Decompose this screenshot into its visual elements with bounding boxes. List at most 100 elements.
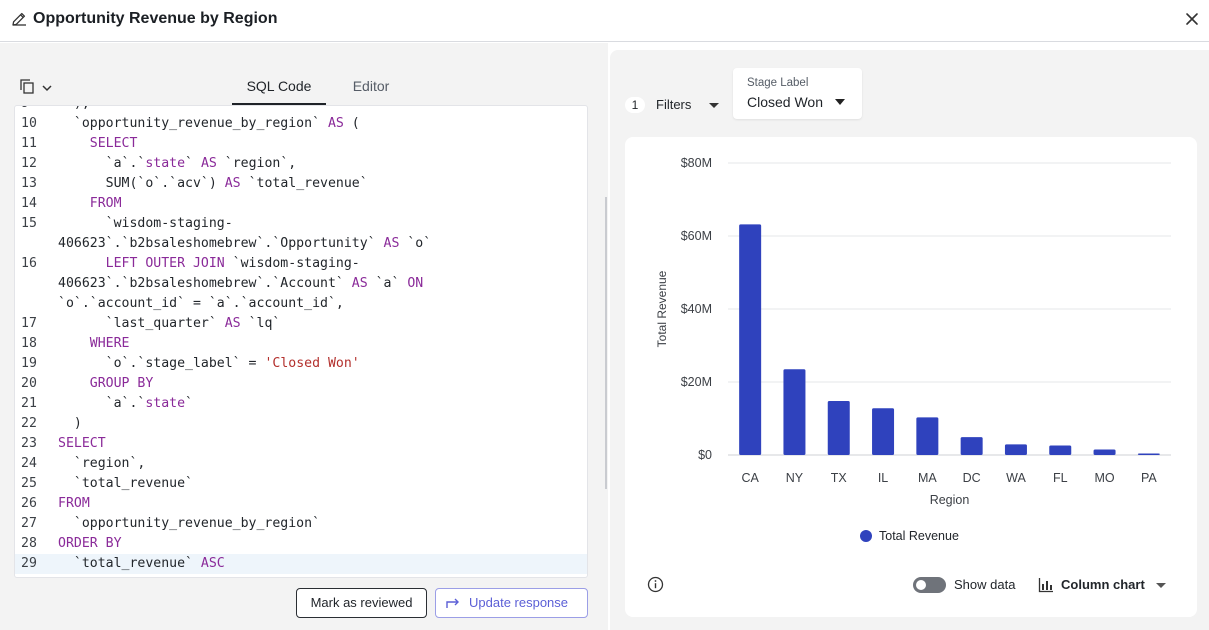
code-text: FROM bbox=[58, 496, 90, 511]
code-text: `total_revenue` ASC bbox=[58, 556, 225, 571]
bar[interactable] bbox=[739, 224, 762, 455]
code-text: `total_revenue` bbox=[58, 476, 193, 491]
bar[interactable] bbox=[827, 400, 850, 455]
copy-icon bbox=[20, 79, 34, 94]
chevron-down-icon bbox=[42, 85, 52, 92]
stage-label-caption: Stage Label bbox=[747, 77, 809, 89]
line-number: 25 bbox=[21, 476, 37, 491]
code-line[interactable]: 9 ), bbox=[15, 106, 587, 114]
show-data-toggle[interactable] bbox=[913, 577, 946, 593]
code-line[interactable]: 15 `wisdom-staging- bbox=[15, 214, 587, 234]
revenue-bar-chart: $0 $20M $40M $60M $80M CA NY TX IL MA DC WA FL MO PA Re… bbox=[655, 156, 1171, 507]
code-line[interactable]: 24 `region`, bbox=[15, 454, 587, 474]
code-text: `opportunity_revenue_by_region` bbox=[58, 516, 321, 531]
y-tick-label: $20M bbox=[681, 375, 712, 389]
code-text: WHERE bbox=[89, 336, 130, 351]
x-tick-label: IL bbox=[878, 471, 888, 485]
code-text: ORDER BY bbox=[58, 536, 122, 551]
x-tick-label: MA bbox=[918, 471, 937, 485]
bar[interactable] bbox=[1049, 445, 1072, 455]
code-text: GROUP BY bbox=[89, 376, 154, 391]
tab-sql-code[interactable]: SQL Code bbox=[232, 75, 326, 105]
dialog-header: Opportunity Revenue by Region bbox=[0, 0, 1209, 42]
line-number: 14 bbox=[21, 196, 37, 211]
x-tick-label: NY bbox=[786, 471, 804, 485]
line-number: 29 bbox=[21, 556, 37, 571]
x-tick-label: MO bbox=[1094, 471, 1114, 485]
code-line[interactable]: 406623`.`b2bsaleshomebrew`.`Opportunity`… bbox=[15, 234, 587, 254]
bar[interactable] bbox=[1004, 444, 1027, 455]
line-number: 11 bbox=[21, 136, 37, 151]
code-text: `opportunity_revenue_by_region` AS ( bbox=[58, 116, 360, 131]
code-line[interactable]: 26 FROM bbox=[15, 494, 587, 514]
code-line[interactable]: 12 `a`.`state` AS `region`, bbox=[15, 154, 587, 174]
code-line[interactable]: `o`.`account_id` = `a`.`account_id`, bbox=[15, 294, 587, 314]
code-line[interactable]: 406623`.`b2bsaleshomebrew`.`Account` AS … bbox=[15, 274, 587, 294]
code-text: `wisdom-staging- bbox=[58, 216, 233, 231]
y-axis-label: Total Revenue bbox=[655, 270, 669, 347]
code-line[interactable]: 25 `total_revenue` bbox=[15, 474, 587, 494]
code-line[interactable]: 28 ORDER BY bbox=[15, 534, 587, 554]
code-text: ) bbox=[58, 416, 82, 431]
caret-down-icon bbox=[1156, 583, 1166, 588]
code-line[interactable]: 13 SUM(`o`.`acv`) AS `total_revenue` bbox=[15, 174, 587, 194]
code-text: `o`.`stage_label` = 'Closed Won' bbox=[58, 356, 360, 371]
update-response-label: Update response bbox=[469, 595, 569, 610]
code-line[interactable]: 19 `o`.`stage_label` = 'Closed Won' bbox=[15, 354, 587, 374]
tab-editor[interactable]: Editor bbox=[352, 78, 390, 94]
code-line[interactable]: 14 FROM bbox=[15, 194, 587, 214]
code-line[interactable]: 20 GROUP BY bbox=[15, 374, 587, 394]
line-number: 12 bbox=[21, 156, 37, 171]
y-tick-label: $0 bbox=[698, 448, 712, 462]
line-number: 21 bbox=[21, 396, 37, 411]
code-text: `a`.`state` AS `region`, bbox=[58, 156, 297, 171]
bar[interactable] bbox=[1137, 453, 1160, 455]
code-text: `region`, bbox=[58, 456, 146, 471]
bar[interactable] bbox=[1093, 449, 1116, 455]
close-icon[interactable] bbox=[1184, 11, 1200, 27]
bar[interactable] bbox=[916, 417, 939, 455]
copy-dropdown-button[interactable] bbox=[20, 79, 56, 97]
code-line[interactable]: 16 LEFT OUTER JOIN `wisdom-staging- bbox=[15, 254, 587, 274]
code-text: 406623`.`b2bsaleshomebrew`.`Opportunity`… bbox=[58, 236, 432, 251]
sql-code-editor[interactable]: 9 ),10 `opportunity_revenue_by_region` A… bbox=[14, 105, 588, 578]
line-number: 26 bbox=[21, 496, 37, 511]
code-line[interactable]: 21 `a`.`state` bbox=[15, 394, 587, 414]
line-number: 23 bbox=[21, 436, 37, 451]
pencil-icon[interactable] bbox=[11, 11, 27, 27]
code-line[interactable]: 17 `last_quarter` AS `lq` bbox=[15, 314, 587, 334]
chart-card bbox=[625, 137, 1197, 617]
code-line[interactable]: 10 `opportunity_revenue_by_region` AS ( bbox=[15, 114, 587, 134]
line-number: 16 bbox=[21, 256, 37, 271]
update-response-button[interactable]: Update response bbox=[435, 588, 588, 618]
code-line[interactable]: 23 SELECT bbox=[15, 434, 587, 454]
mark-as-reviewed-button[interactable]: Mark as reviewed bbox=[296, 588, 427, 618]
bar[interactable] bbox=[783, 369, 806, 455]
bar[interactable] bbox=[872, 408, 895, 455]
x-tick-label: WA bbox=[1006, 471, 1026, 485]
panel-resize-handle[interactable] bbox=[605, 197, 607, 489]
code-line[interactable]: 29 `total_revenue` ASC bbox=[15, 554, 587, 574]
code-line[interactable]: 22 ) bbox=[15, 414, 587, 434]
x-tick-label: PA bbox=[1141, 471, 1157, 485]
line-number: 20 bbox=[21, 376, 37, 391]
code-line[interactable]: 11 SELECT bbox=[15, 134, 587, 154]
y-tick-label: $80M bbox=[681, 156, 712, 170]
line-number: 13 bbox=[21, 176, 37, 191]
code-line[interactable]: 18 WHERE bbox=[15, 334, 587, 354]
info-icon[interactable] bbox=[647, 576, 664, 593]
x-axis-label: Region bbox=[930, 493, 970, 507]
stage-label-value: Closed Won bbox=[747, 94, 824, 110]
show-data-label: Show data bbox=[954, 577, 1016, 592]
x-tick-label: CA bbox=[741, 471, 759, 485]
legend-label: Total Revenue bbox=[879, 529, 959, 543]
line-number: 24 bbox=[21, 456, 37, 471]
stage-label-select[interactable]: Stage Label Closed Won bbox=[733, 68, 862, 119]
line-number: 18 bbox=[21, 336, 37, 351]
code-line[interactable]: 27 `opportunity_revenue_by_region` bbox=[15, 514, 587, 534]
toggle-knob bbox=[916, 580, 926, 590]
bar[interactable] bbox=[960, 437, 983, 455]
redo-arrow-icon bbox=[446, 598, 459, 608]
code-text: 406623`.`b2bsaleshomebrew`.`Account` AS … bbox=[58, 276, 424, 291]
filter-count-badge: 1 bbox=[625, 97, 645, 113]
